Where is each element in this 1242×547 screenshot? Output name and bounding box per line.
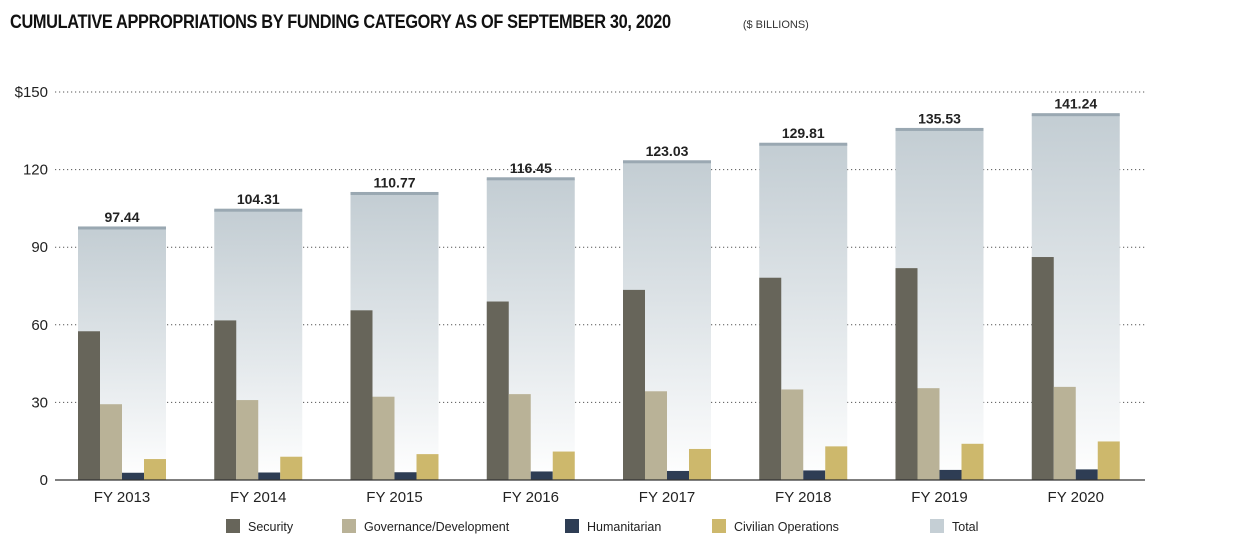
total-bar-cap xyxy=(759,142,848,146)
bar-security xyxy=(486,301,509,480)
bar-civilian-operations xyxy=(552,451,575,480)
x-tick-label: FY 2018 xyxy=(775,489,831,506)
x-tick-label: FY 2019 xyxy=(911,489,967,506)
legend-swatch xyxy=(930,519,944,533)
y-tick-label: 90 xyxy=(31,239,48,256)
x-tick-label: FY 2020 xyxy=(1048,489,1104,506)
total-bar-cap xyxy=(623,160,711,164)
total-bar-cap xyxy=(214,208,303,212)
legend-swatch xyxy=(342,519,356,533)
bar-governance-development xyxy=(645,391,667,480)
bar-humanitarian xyxy=(258,472,281,480)
x-tick-label: FY 2014 xyxy=(230,489,286,506)
total-value-label: 97.44 xyxy=(104,209,139,225)
bar-security xyxy=(78,331,100,480)
total-value-label: 104.31 xyxy=(237,191,280,207)
bar-humanitarian xyxy=(530,471,553,480)
bar-security xyxy=(895,268,918,480)
bar-civilian-operations xyxy=(1097,441,1120,480)
bar-civilian-operations xyxy=(689,448,711,480)
y-tick-label: $150 xyxy=(15,84,48,101)
bar-security xyxy=(623,289,645,480)
bar-humanitarian xyxy=(1075,469,1098,480)
bar-governance-development xyxy=(781,389,804,480)
total-value-label: 141.24 xyxy=(1054,96,1097,112)
labels: $150 120 90 60 30 0 97.44 FY 2013 104.31 FY 2014 1… xyxy=(15,84,1104,506)
x-tick-label: FY 2016 xyxy=(503,489,559,506)
bar-civilian-operations xyxy=(825,446,848,480)
bar-security xyxy=(759,277,782,480)
legend-swatch xyxy=(226,519,240,533)
y-tick-label: 30 xyxy=(31,394,48,411)
bar-governance-development xyxy=(100,404,122,480)
legend-label: Humanitarian xyxy=(587,520,661,534)
bar-governance-development xyxy=(917,388,940,480)
legend-label: Total xyxy=(952,520,978,534)
y-tick-label: 0 xyxy=(40,472,48,489)
category-bars xyxy=(78,257,1120,480)
bar-governance-development xyxy=(372,396,395,480)
chart-subtitle: ($ BILLIONS) xyxy=(742,19,809,31)
bar-humanitarian xyxy=(394,472,417,480)
y-tick-label: 60 xyxy=(31,317,48,334)
total-value-label: 116.45 xyxy=(510,160,552,176)
total-bar-cap xyxy=(1031,113,1120,117)
legend-label: Security xyxy=(248,520,294,534)
bar-security xyxy=(1031,257,1054,480)
bar-security xyxy=(214,320,237,480)
legend-swatch xyxy=(565,519,579,533)
x-tick-label: FY 2017 xyxy=(639,489,695,506)
total-value-label: 123.03 xyxy=(646,143,689,159)
bar-security xyxy=(350,310,373,480)
total-value-label: 129.81 xyxy=(782,125,825,141)
legend: Security Governance/Development Humanitari… xyxy=(226,519,978,534)
total-bar-cap xyxy=(486,177,575,181)
total-bar-cap xyxy=(350,191,439,195)
bar-civilian-operations xyxy=(961,443,984,480)
bar-governance-development xyxy=(1053,386,1076,480)
bar-governance-development xyxy=(508,394,531,480)
bar-civilian-operations xyxy=(280,456,303,480)
total-value-label: 110.77 xyxy=(373,174,415,190)
bar-governance-development xyxy=(236,400,259,480)
legend-label: Civilian Operations xyxy=(734,520,839,534)
chart-title: CUMULATIVE APPROPRIATIONS BY FUNDING CAT… xyxy=(10,12,671,33)
bar-civilian-operations xyxy=(144,459,166,480)
bar-civilian-operations xyxy=(416,454,439,480)
bar-humanitarian xyxy=(939,469,962,480)
legend-swatch xyxy=(712,519,726,533)
legend-label: Governance/Development xyxy=(364,520,510,534)
bar-humanitarian xyxy=(667,470,689,480)
x-tick-label: FY 2013 xyxy=(94,489,150,506)
title-block: CUMULATIVE APPROPRIATIONS BY FUNDING CAT… xyxy=(10,12,809,34)
x-tick-label: FY 2015 xyxy=(366,489,422,506)
bar-humanitarian xyxy=(122,472,144,480)
bar-humanitarian xyxy=(803,470,826,480)
total-bar-cap xyxy=(78,226,166,230)
y-tick-label: 120 xyxy=(23,162,48,179)
total-value-label: 135.53 xyxy=(918,110,961,126)
total-bar-cap xyxy=(895,127,984,131)
